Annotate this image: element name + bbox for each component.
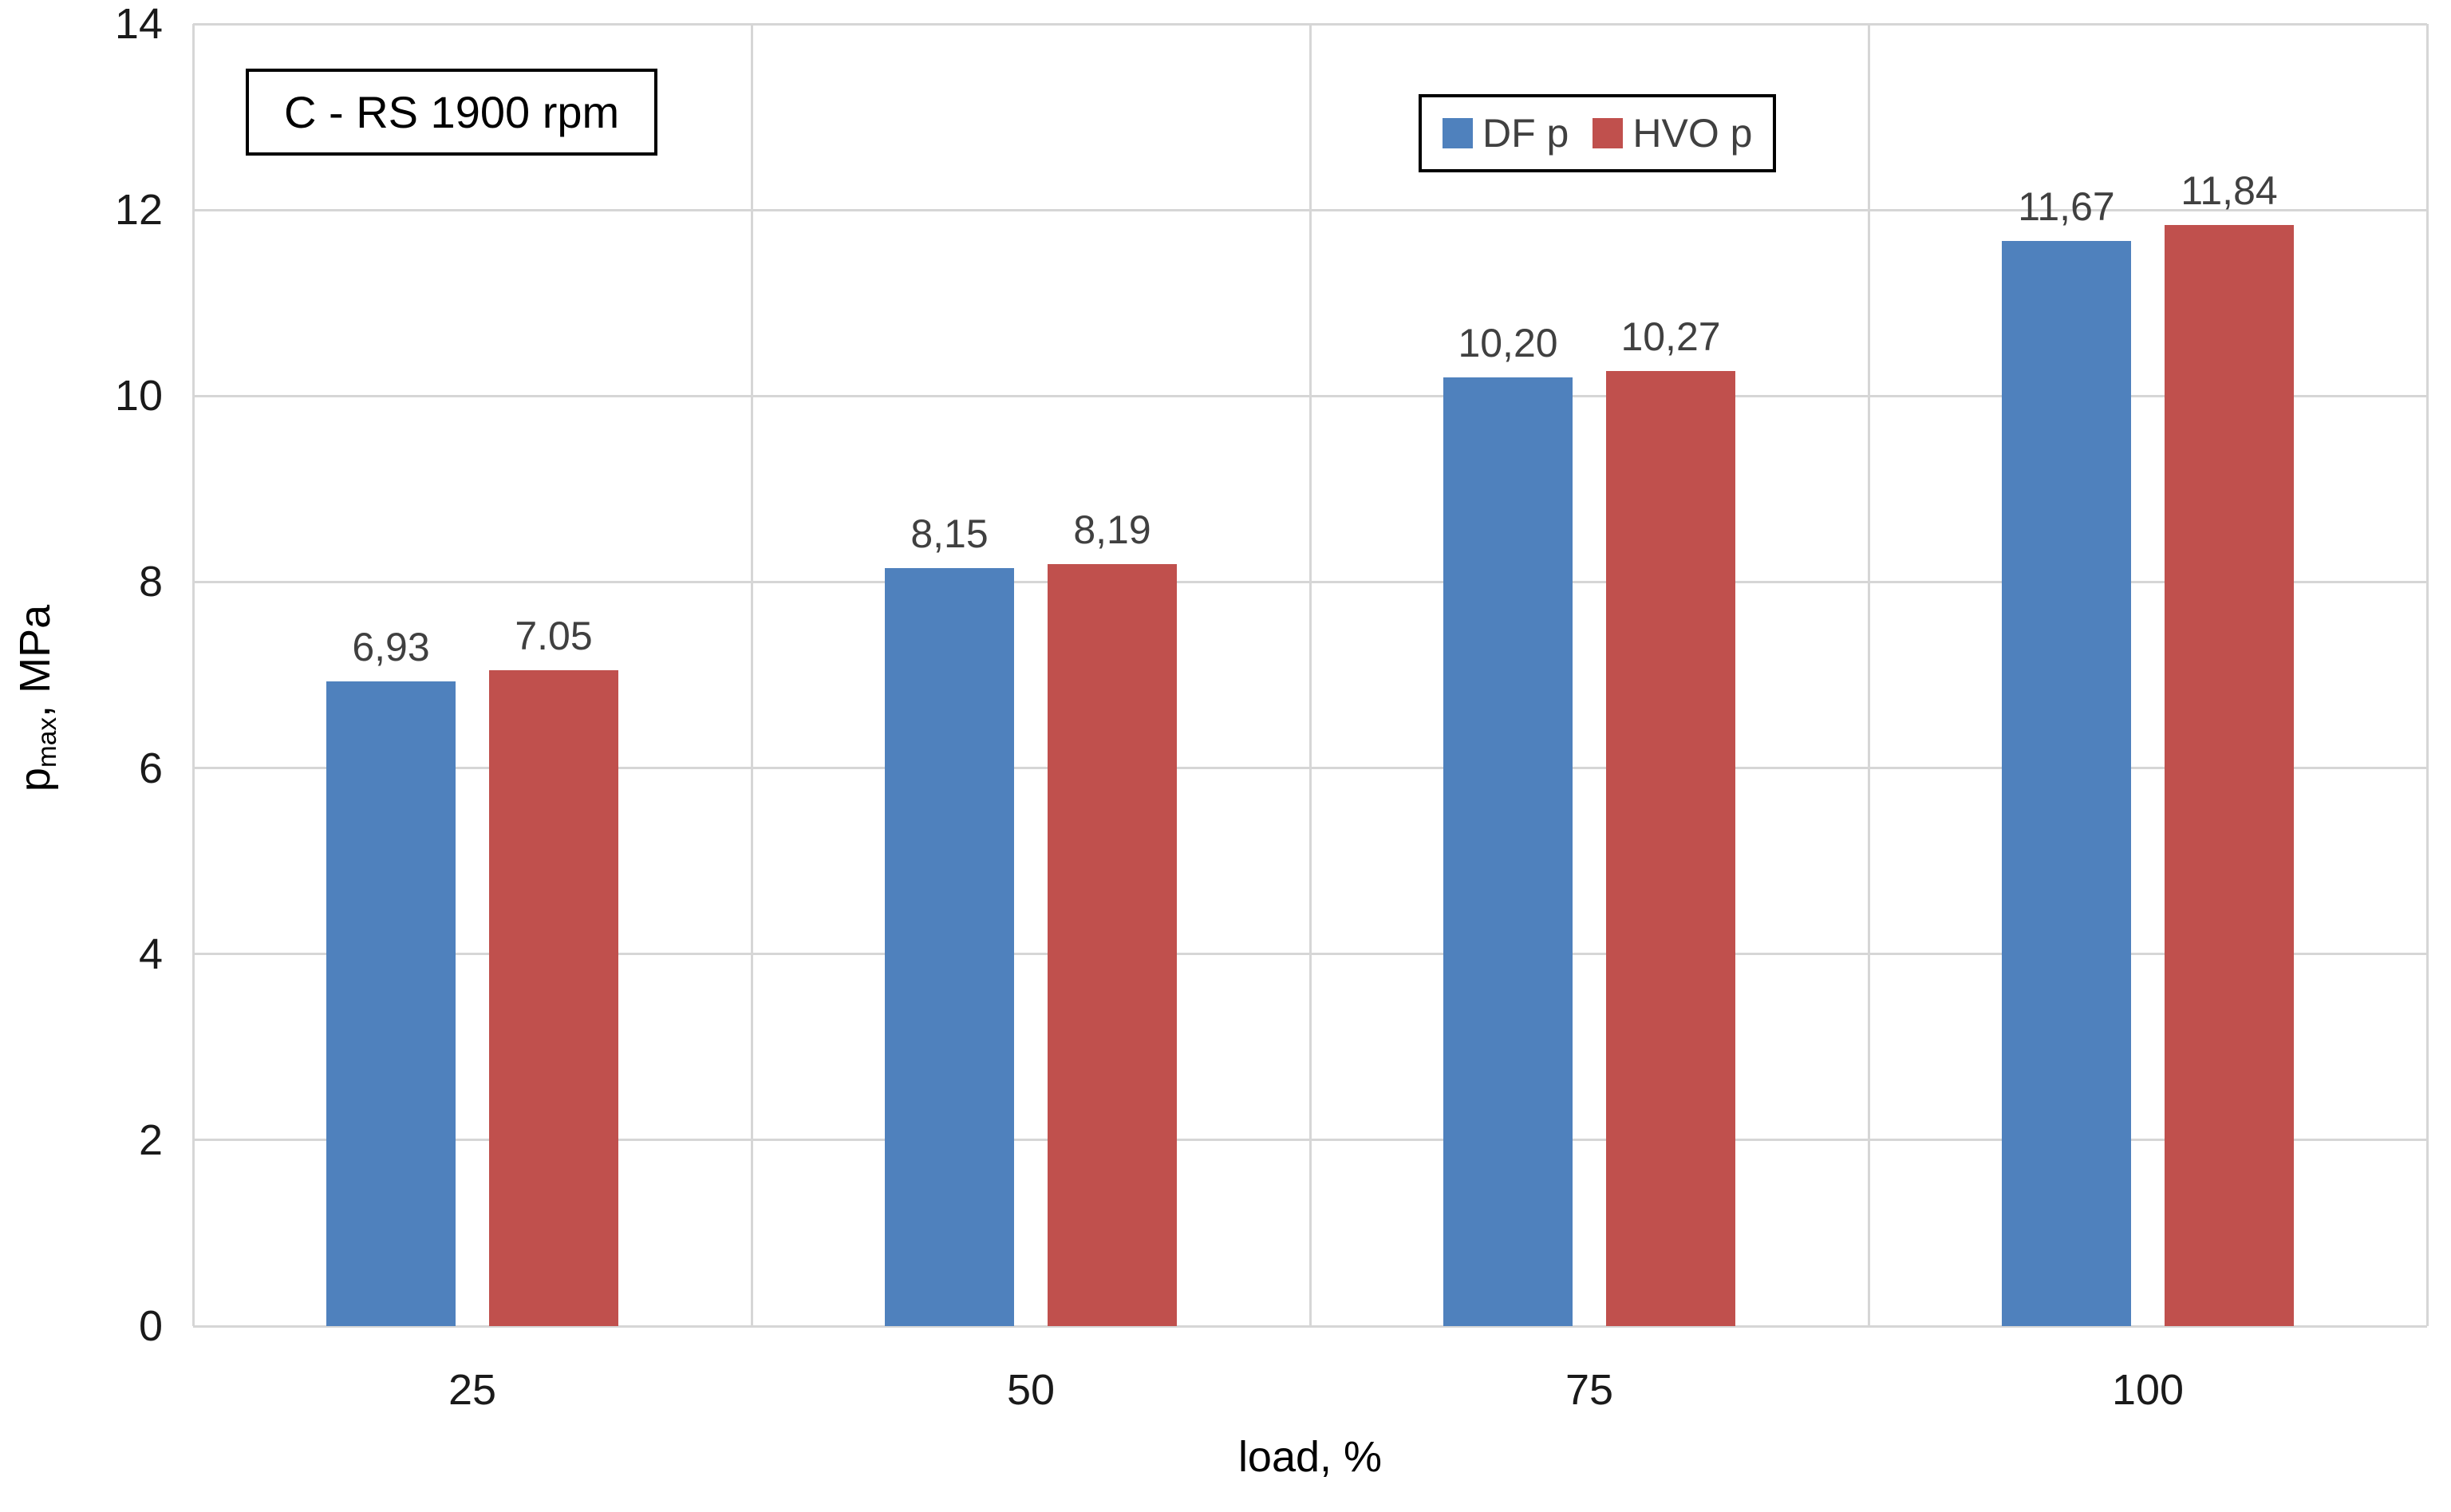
gridline-horizontal <box>193 1324 2427 1328</box>
y-tick-label: 6 <box>138 744 163 792</box>
y-tick-label: 10 <box>114 372 163 420</box>
bar-value-label: 7.05 <box>515 614 593 659</box>
y-axis-title-unit: , MPa <box>10 604 59 717</box>
bar-value-label: 6,93 <box>352 625 430 670</box>
bar-hvo-p-100 <box>2165 224 2294 1326</box>
y-tick-label: 0 <box>138 1302 163 1350</box>
legend-item-df: DF p <box>1443 110 1569 156</box>
bar-value-label: 11,84 <box>2181 168 2278 213</box>
bar-hvo-p-25 <box>489 670 618 1326</box>
legend-swatch-hvo-icon <box>1593 118 1624 148</box>
x-tick-label: 25 <box>448 1366 497 1414</box>
bar-value-label: 10,27 <box>1620 314 1721 359</box>
bar-value-label: 8,15 <box>910 511 989 556</box>
gridline-vertical <box>1308 24 1312 1326</box>
y-tick-label: 4 <box>138 930 163 978</box>
bar-value-label: 11,67 <box>2018 184 2115 229</box>
bar-df-p-100 <box>2002 240 2131 1326</box>
bar-df-p-75 <box>1443 377 1573 1326</box>
y-tick-label: 12 <box>114 186 163 235</box>
x-tick-label: 100 <box>2111 1366 2185 1414</box>
bar-df-p-50 <box>885 567 1014 1326</box>
y-tick-label: 14 <box>114 0 163 48</box>
bar-hvo-p-50 <box>1048 564 1177 1326</box>
gridline-vertical <box>1867 24 1870 1326</box>
legend-item-hvo: HVO p <box>1593 110 1752 156</box>
x-tick-label: 50 <box>1006 1366 1056 1414</box>
x-axis-title: load, % <box>1237 1433 1383 1481</box>
gridline-vertical <box>191 24 195 1326</box>
chart-title-box: C - RS 1900 rpm <box>246 69 658 156</box>
y-tick-label: 2 <box>138 1115 163 1164</box>
bar-value-label: 10,20 <box>1458 320 1558 365</box>
legend: DF p HVO p <box>1419 94 1777 172</box>
bar-hvo-p-75 <box>1606 370 1735 1326</box>
legend-swatch-df-icon <box>1443 118 1473 148</box>
bar-df-p-25 <box>326 681 456 1326</box>
gridline-vertical <box>2425 24 2429 1326</box>
bar-value-label: 8,19 <box>1073 507 1151 553</box>
x-tick-label: 75 <box>1565 1366 1614 1414</box>
y-tick-label: 8 <box>138 558 163 606</box>
gridline-vertical <box>750 24 753 1326</box>
legend-label-hvo: HVO p <box>1632 111 1753 156</box>
legend-label-df: DF p <box>1482 111 1569 156</box>
